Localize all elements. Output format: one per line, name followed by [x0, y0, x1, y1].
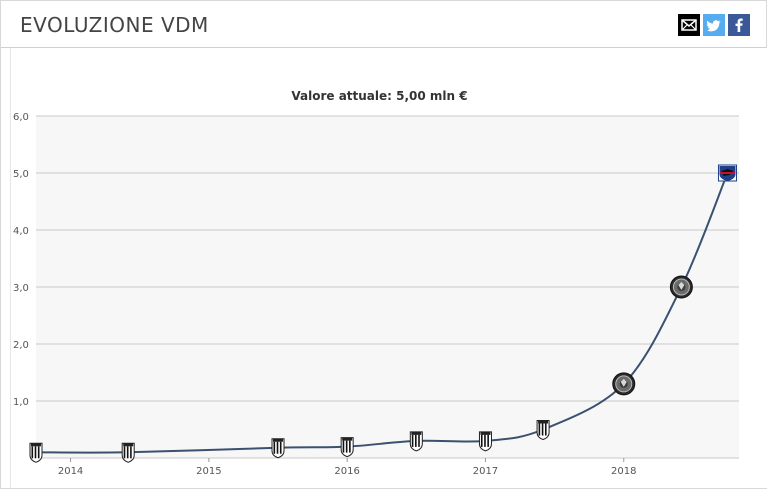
- grid-lines: [36, 115, 739, 459]
- sampdoria-crest-icon[interactable]: [717, 164, 737, 182]
- series-markers: [29, 164, 737, 463]
- y-tick-label: 6,0: [13, 112, 29, 123]
- chart-area: Valore attuale: 5,00 mln € 1,0 2,0 3,0 4,0 5…: [10, 48, 767, 488]
- x-axis-ticks: 2014 2015 2016 2017 2018: [58, 458, 636, 477]
- y-tick-label: 2,0: [13, 340, 29, 351]
- juventus-crest-icon[interactable]: [121, 442, 135, 463]
- juventus-crest-icon[interactable]: [340, 437, 354, 458]
- panel-title: EVOLUZIONE VDM: [20, 13, 209, 37]
- club-crest-icon[interactable]: [669, 275, 693, 299]
- y-tick-label: 4,0: [13, 226, 29, 237]
- juventus-crest-icon[interactable]: [29, 442, 43, 463]
- juventus-crest-icon[interactable]: [409, 431, 423, 452]
- market-value-line-chart: Valore attuale: 5,00 mln € 1,0 2,0 3,0 4,0 5…: [13, 89, 739, 477]
- club-crest-icon[interactable]: [612, 372, 636, 396]
- panel-header: EVOLUZIONE VDM: [1, 1, 766, 48]
- x-tick-label: 2015: [196, 466, 221, 477]
- twitter-share-button[interactable]: [703, 14, 725, 36]
- juventus-crest-icon[interactable]: [478, 431, 492, 452]
- email-icon: [681, 19, 697, 31]
- facebook-icon: [735, 18, 743, 32]
- y-tick-label: 1,0: [13, 397, 29, 408]
- x-tick-label: 2014: [58, 466, 83, 477]
- y-tick-label: 3,0: [13, 283, 29, 294]
- y-axis-ticks: 1,0 2,0 3,0 4,0 5,0 6,0: [13, 112, 29, 408]
- facebook-share-button[interactable]: [728, 14, 750, 36]
- email-share-button[interactable]: [678, 14, 700, 36]
- x-tick-label: 2017: [473, 466, 498, 477]
- x-tick-label: 2016: [334, 466, 359, 477]
- y-tick-label: 5,0: [13, 169, 29, 180]
- chart-title: Valore attuale: 5,00 mln €: [291, 89, 467, 103]
- x-tick-label: 2018: [611, 466, 636, 477]
- juventus-crest-icon[interactable]: [536, 420, 550, 441]
- series-line: [35, 172, 729, 454]
- twitter-icon: [706, 20, 721, 32]
- juventus-crest-icon[interactable]: [271, 438, 285, 459]
